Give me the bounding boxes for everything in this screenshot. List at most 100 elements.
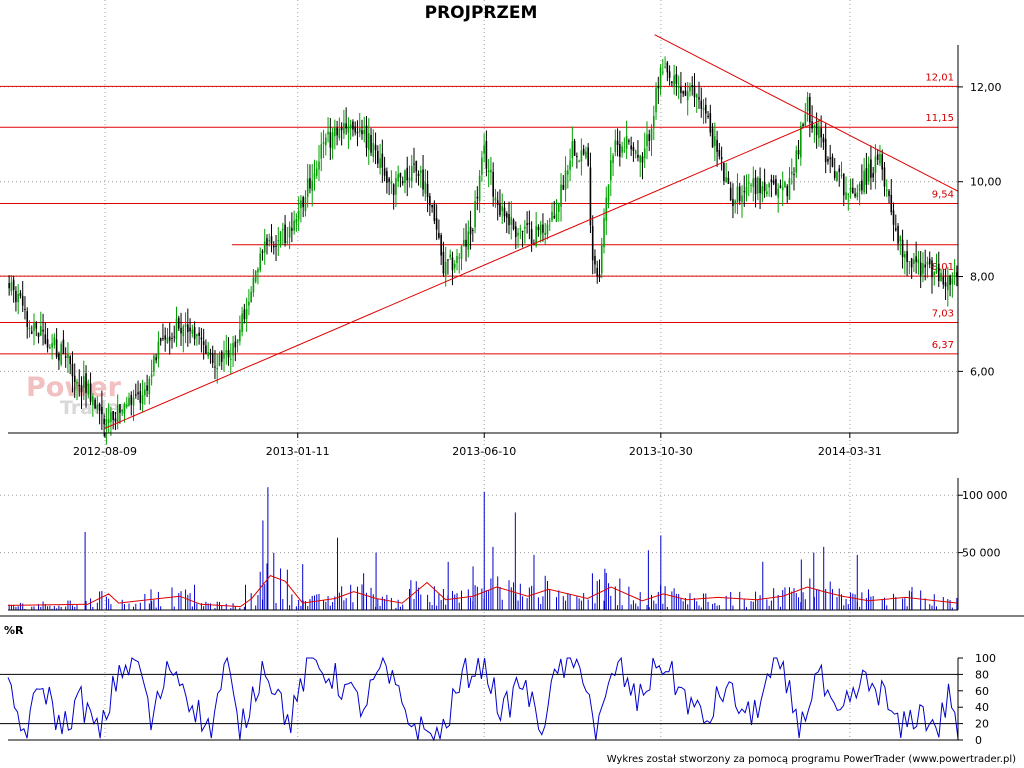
candle-body bbox=[141, 395, 144, 405]
candle-body bbox=[863, 170, 865, 193]
candle-body bbox=[781, 187, 784, 191]
candle-body bbox=[431, 204, 433, 208]
candle-body bbox=[442, 251, 445, 274]
candle-body bbox=[675, 74, 678, 84]
volume-tick-label: 100 000 bbox=[962, 489, 1008, 502]
candle-body bbox=[177, 317, 180, 329]
candle-body bbox=[413, 163, 415, 165]
candle-body bbox=[483, 145, 485, 154]
candle-body bbox=[196, 334, 198, 337]
candle-body bbox=[537, 226, 540, 231]
williams-r-label: %R bbox=[4, 624, 24, 637]
candle-body bbox=[426, 183, 429, 198]
candle-body bbox=[691, 85, 694, 88]
candle-body bbox=[874, 156, 877, 174]
candle-body bbox=[189, 327, 191, 332]
candle-body bbox=[492, 171, 494, 197]
candle-body bbox=[668, 71, 671, 78]
candle-body bbox=[356, 132, 359, 134]
candle-body bbox=[458, 257, 461, 259]
candle-body bbox=[130, 394, 133, 405]
candle-body bbox=[659, 67, 662, 89]
candle-body bbox=[548, 220, 551, 222]
candle-body bbox=[10, 282, 13, 292]
candle-body bbox=[628, 140, 630, 142]
candle-body bbox=[623, 150, 626, 152]
candle-body bbox=[103, 418, 105, 425]
level-label: 7,03 bbox=[932, 309, 954, 320]
candle-body bbox=[906, 251, 908, 262]
candle-body bbox=[804, 113, 807, 126]
candle-body bbox=[395, 178, 397, 195]
candle-body bbox=[202, 341, 205, 346]
candle-body bbox=[329, 132, 332, 148]
candle-body bbox=[594, 256, 596, 265]
candle-body bbox=[37, 332, 40, 337]
candle-body bbox=[155, 357, 157, 361]
candle-body bbox=[71, 363, 74, 377]
candle-body bbox=[822, 137, 825, 143]
candle-body bbox=[94, 399, 96, 409]
candle-body bbox=[453, 263, 456, 269]
candle-body bbox=[243, 309, 246, 320]
candle-body bbox=[933, 271, 936, 275]
candle-body bbox=[193, 327, 196, 339]
candle-body bbox=[415, 160, 418, 172]
candle-body bbox=[596, 267, 599, 276]
candle-body bbox=[944, 282, 947, 287]
candle-body bbox=[908, 261, 911, 263]
candle-body bbox=[802, 124, 804, 126]
candle-body bbox=[754, 177, 757, 194]
candle-body bbox=[926, 261, 929, 265]
candle-body bbox=[928, 258, 931, 265]
candle-body bbox=[564, 170, 567, 190]
candle-body bbox=[587, 147, 589, 166]
candle-body bbox=[723, 163, 725, 182]
candle-body bbox=[456, 255, 458, 264]
candle-body bbox=[128, 397, 130, 406]
candle-body bbox=[664, 66, 666, 68]
candle-body bbox=[460, 246, 463, 259]
wr-tick-label: 20 bbox=[975, 718, 989, 731]
candle-body bbox=[657, 86, 660, 89]
candle-body bbox=[327, 131, 329, 135]
candle-body bbox=[557, 203, 560, 212]
candle-body bbox=[401, 181, 404, 184]
candle-body bbox=[732, 199, 734, 206]
candle-body bbox=[481, 157, 483, 175]
candle-body bbox=[539, 224, 542, 235]
candle-body bbox=[478, 175, 481, 202]
candle-body bbox=[598, 274, 601, 278]
candle-body bbox=[438, 232, 440, 238]
candle-body bbox=[33, 322, 35, 332]
candle-body bbox=[166, 337, 169, 344]
williams-r-line bbox=[7, 656, 959, 742]
candle-body bbox=[632, 146, 635, 151]
y-tick-label: 10,00 bbox=[970, 176, 1002, 189]
candle-body bbox=[159, 338, 162, 342]
candle-body bbox=[331, 132, 334, 149]
candle-body bbox=[295, 218, 298, 224]
candle-body bbox=[12, 279, 15, 291]
candle-body bbox=[576, 156, 578, 158]
candle-body bbox=[872, 173, 874, 178]
candle-body bbox=[514, 226, 517, 238]
candle-body bbox=[21, 295, 24, 306]
candle-body bbox=[759, 178, 761, 194]
candle-body bbox=[187, 324, 189, 333]
candle-body bbox=[284, 224, 286, 244]
candle-body bbox=[293, 220, 295, 231]
candle-body bbox=[377, 151, 379, 164]
candle-body bbox=[650, 128, 653, 141]
candle-body bbox=[404, 170, 406, 183]
candle-body bbox=[51, 343, 53, 348]
candle-body bbox=[738, 186, 741, 201]
candle-body bbox=[772, 180, 775, 184]
candle-body bbox=[585, 151, 587, 158]
candle-body bbox=[134, 394, 137, 396]
candle-body bbox=[449, 254, 452, 258]
candle-body bbox=[241, 313, 243, 332]
candle-body bbox=[524, 226, 526, 229]
